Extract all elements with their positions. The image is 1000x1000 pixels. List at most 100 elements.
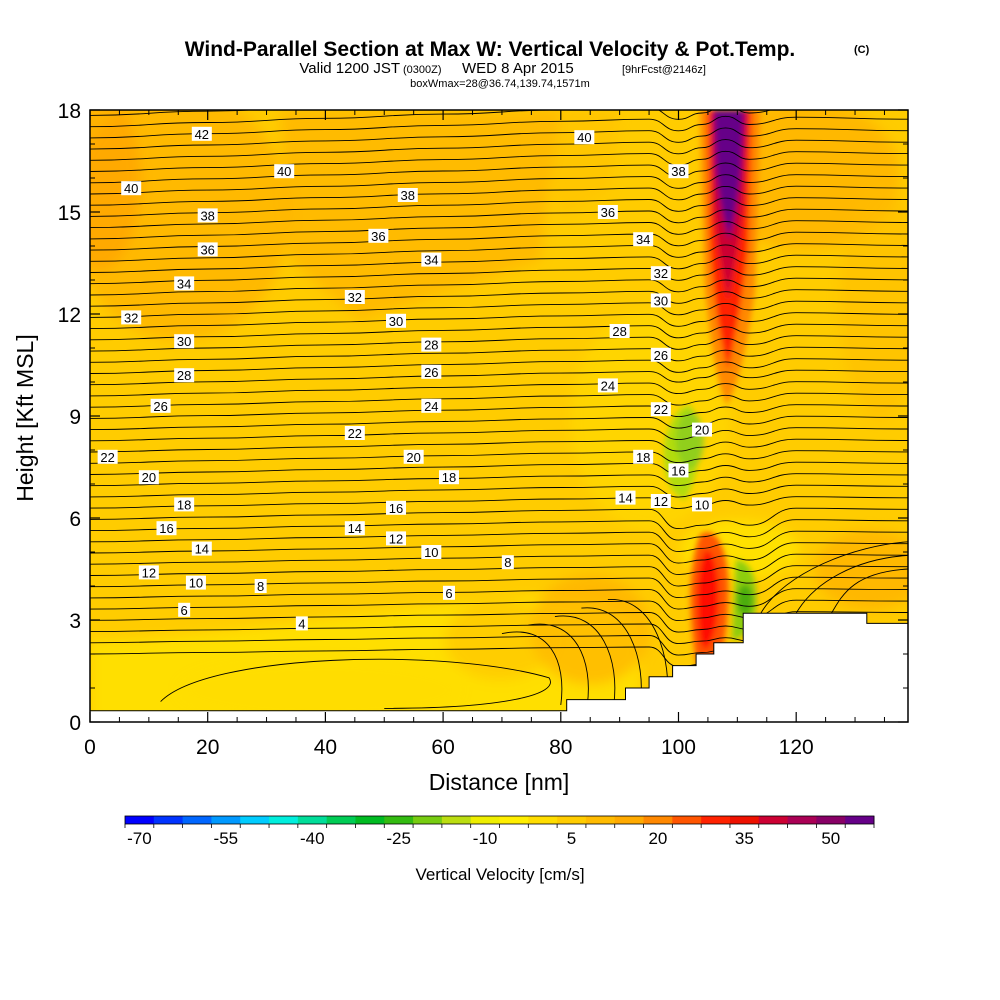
theta-contour-line (90, 507, 908, 530)
theta-contour-line (90, 174, 908, 195)
svg-text:38: 38 (401, 188, 415, 203)
svg-text:34: 34 (636, 232, 650, 247)
contour-label: 30 (386, 313, 407, 329)
colorbar-swatch (787, 816, 817, 824)
svg-text:42: 42 (195, 127, 209, 142)
contour-label: 22 (344, 426, 365, 441)
svg-text:22: 22 (654, 402, 668, 417)
svg-text:38: 38 (671, 164, 685, 179)
theta-contour-line (90, 110, 773, 128)
colorbar-tick-label: 5 (567, 829, 576, 848)
box-wmax-info: boxWmax=28@36.74,139.74,1571m (410, 78, 590, 90)
svg-text:18: 18 (636, 450, 650, 465)
svg-text:10: 10 (424, 545, 438, 560)
contour-label: 10 (421, 545, 442, 560)
theta-contour-line (554, 615, 616, 706)
colorbar: -70 -55 -40 -25 -10 5 20 35 50 (124, 815, 875, 848)
theta-contour-line (90, 553, 908, 576)
svg-text:30: 30 (389, 314, 403, 329)
contour-label: 20 (138, 470, 159, 485)
theta-contour-line (90, 369, 908, 386)
colorbar-swatch (355, 816, 385, 824)
theta-contour-line (90, 530, 908, 553)
contour-label: 14 (191, 541, 212, 557)
contour-label: 18 (633, 449, 654, 465)
svg-text:14: 14 (618, 491, 632, 506)
svg-text:40: 40 (277, 164, 291, 179)
svg-text:8: 8 (504, 555, 511, 570)
contour-label: 12 (138, 565, 159, 580)
svg-text:14: 14 (348, 521, 362, 536)
colorbar-tick-label: 50 (821, 829, 840, 848)
contour-label: 40 (574, 130, 595, 145)
colorbar-swatch (413, 816, 443, 824)
contour-label: 14 (344, 521, 365, 536)
theta-contour-line (795, 554, 908, 614)
colorbar-swatch (153, 816, 184, 824)
contour-label: 28 (174, 368, 195, 383)
svg-text:20: 20 (406, 450, 420, 465)
contour-label: 12 (650, 494, 671, 509)
colorbar-swatch (240, 816, 270, 824)
contour-label: 32 (121, 310, 142, 325)
contour-label: 16 (386, 500, 407, 516)
svg-text:24: 24 (424, 399, 438, 414)
contour-label: 4 (295, 616, 308, 631)
valid-time-line: Valid 1200 JST (0300Z) WED 8 Apr 2015 [9… (299, 60, 706, 77)
svg-text:18: 18 (442, 470, 456, 485)
contour-label: 18 (174, 497, 195, 512)
svg-text:32: 32 (654, 266, 668, 281)
contour-label: 34 (633, 232, 654, 247)
y-axis-label: Height [Kft MSL] (12, 334, 38, 501)
theta-contour-line (90, 473, 908, 487)
theta-contour-line (90, 335, 908, 352)
contour-label: 38 (197, 208, 218, 223)
svg-text:30: 30 (177, 334, 191, 349)
contour-label: 40 (121, 181, 142, 196)
colorbar-swatch (557, 816, 587, 824)
svg-text:10: 10 (189, 576, 203, 591)
colorbar-swatch (614, 816, 645, 824)
colorbar-swatch (326, 816, 356, 824)
colorbar-swatch (528, 816, 558, 824)
svg-text:16: 16 (671, 463, 685, 478)
contour-label: 30 (174, 334, 195, 349)
svg-text:32: 32 (124, 310, 138, 325)
contour-label: 10 (185, 575, 206, 591)
svg-text:34: 34 (177, 276, 191, 291)
colorbar-tick-label: -40 (300, 829, 325, 848)
y-tick-label: 9 (69, 406, 81, 429)
theta-contour-line (90, 231, 908, 251)
theta-contour-line (90, 162, 908, 184)
y-tick-label: 18 (58, 100, 81, 123)
valid-time-date: WED 8 Apr 2015 (462, 60, 574, 77)
contour-label: 26 (650, 347, 671, 363)
contour-label: 42 (191, 126, 212, 142)
svg-text:26: 26 (424, 365, 438, 380)
svg-text:36: 36 (200, 242, 214, 257)
chart-title: Wind-Parallel Section at Max W: Vertical… (185, 38, 796, 61)
y-tick-label: 3 (69, 610, 81, 633)
theta-contour-line (90, 254, 908, 273)
theta-contour-line (90, 565, 908, 587)
theta-contour-line (90, 277, 908, 296)
svg-text:12: 12 (654, 494, 668, 509)
contour-label: 22 (97, 449, 118, 465)
svg-text:18: 18 (177, 497, 191, 512)
forecast-info: [9hrFcst@2146z] (622, 64, 706, 76)
colorbar-swatch (441, 816, 472, 824)
svg-text:20: 20 (695, 423, 709, 438)
contour-label: 20 (692, 422, 713, 438)
theta-contour-line (90, 115, 908, 139)
colorbar-swatch (269, 816, 299, 824)
svg-text:12: 12 (389, 531, 403, 546)
svg-text:14: 14 (195, 542, 209, 557)
colorbar-swatch (845, 816, 875, 824)
plot-area: 42 40 40 40 38 38 38 36 36 36 34 34 34 32 32 32 30 30 30 28… (90, 110, 908, 722)
contour-label: 36 (597, 205, 618, 220)
colorbar-tick-label: -25 (386, 829, 411, 848)
contour-label: 6 (442, 585, 455, 601)
contour-label: 36 (368, 228, 389, 244)
contour-label: 40 (274, 164, 295, 179)
contour-label: 38 (668, 164, 689, 179)
